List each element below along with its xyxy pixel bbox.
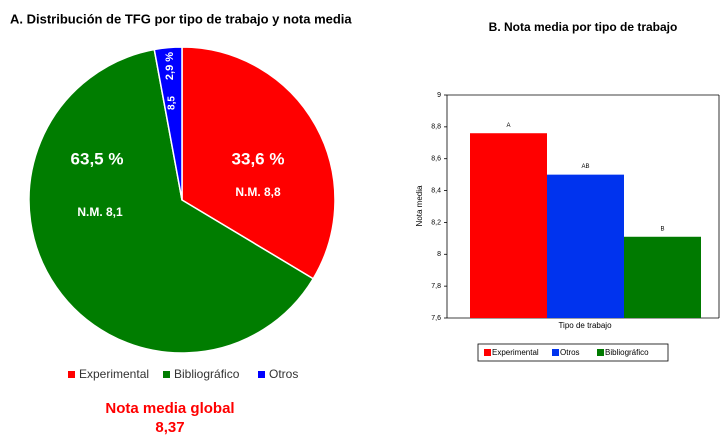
pie-slice <box>181 46 336 280</box>
y-tick-label: 8 <box>437 251 441 258</box>
slice-note: N.M. 8,8 <box>235 185 281 199</box>
bar-annotation: B <box>660 226 664 232</box>
footer-value: 8,37 <box>155 419 184 435</box>
bar-legend-box <box>477 343 669 362</box>
legend-swatch <box>68 371 75 378</box>
slice-note: 8,5 <box>167 96 178 110</box>
slice-value-label: 33,6 % <box>232 149 285 168</box>
y-tick-label: 8,4 <box>431 187 441 194</box>
legend-swatch <box>258 371 265 378</box>
legend-swatch <box>597 349 604 356</box>
legend-swatch <box>163 371 170 378</box>
y-tick-label: 7,8 <box>431 283 441 290</box>
bar <box>624 236 701 318</box>
x-axis-label: Tipo de trabajo <box>558 321 612 330</box>
legend-label: Otros <box>560 348 580 357</box>
bar <box>547 174 624 318</box>
slice-value-label: 63,5 % <box>71 149 124 168</box>
y-axis-label: Nota media <box>415 185 424 226</box>
y-tick-label: 8,6 <box>431 156 441 163</box>
y-tick-label: 8,2 <box>431 219 441 226</box>
slice-value-label: 2,9 % <box>164 52 176 80</box>
legend-swatch <box>552 349 559 356</box>
y-tick-label: 9 <box>437 92 441 99</box>
legend-label: Bibliográfico <box>605 348 649 357</box>
pie-title: A. Distribución de TFG por tipo de traba… <box>10 11 352 26</box>
legend-label: Experimental <box>79 367 149 381</box>
bar-annotation: A <box>506 123 510 129</box>
bar-title: B. Nota media por tipo de trabajo <box>489 20 678 34</box>
slice-note: N.M. 8,1 <box>77 205 123 219</box>
legend-swatch <box>484 349 491 356</box>
pie-slice <box>28 48 315 354</box>
legend-label: Otros <box>269 367 298 381</box>
y-tick-label: 7,6 <box>431 315 441 322</box>
footer-label: Nota media global <box>105 400 234 417</box>
legend-label: Experimental <box>492 348 539 357</box>
legend-label: Bibliográfico <box>174 367 240 381</box>
bar-annotation: AB <box>581 164 589 170</box>
pie-slice <box>153 46 183 201</box>
bar <box>470 133 547 318</box>
y-tick-label: 8,8 <box>431 124 441 131</box>
